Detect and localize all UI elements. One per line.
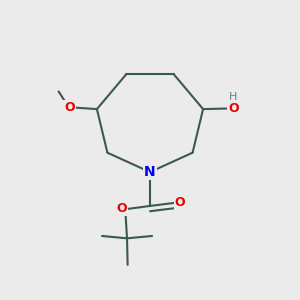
Text: H: H [229, 92, 238, 102]
Text: O: O [117, 202, 127, 215]
Text: O: O [175, 196, 185, 208]
Text: O: O [64, 101, 75, 114]
Text: O: O [228, 102, 239, 115]
Text: N: N [144, 165, 156, 179]
